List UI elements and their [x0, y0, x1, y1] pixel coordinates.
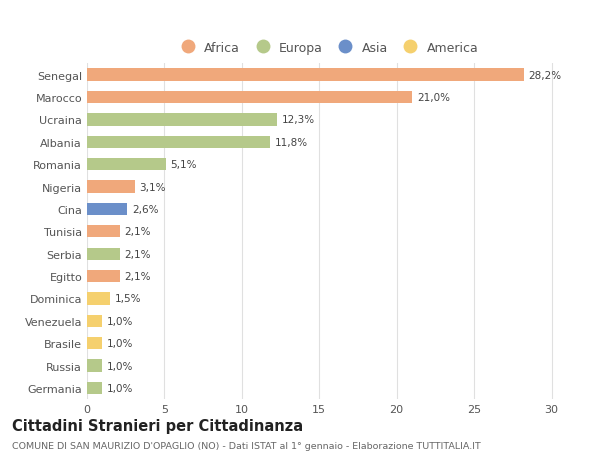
Text: COMUNE DI SAN MAURIZIO D'OPAGLIO (NO) - Dati ISTAT al 1° gennaio - Elaborazione : COMUNE DI SAN MAURIZIO D'OPAGLIO (NO) - …: [12, 441, 481, 450]
Bar: [87, 293, 110, 305]
Text: 11,8%: 11,8%: [274, 137, 307, 147]
Bar: [87, 159, 166, 171]
Bar: [87, 114, 277, 126]
Text: 2,1%: 2,1%: [124, 271, 151, 281]
Text: 12,3%: 12,3%: [282, 115, 315, 125]
Bar: [87, 337, 103, 350]
Text: 1,0%: 1,0%: [107, 361, 134, 371]
Text: 1,5%: 1,5%: [115, 294, 142, 304]
Bar: [87, 360, 103, 372]
Text: 1,0%: 1,0%: [107, 338, 134, 348]
Bar: [87, 382, 103, 394]
Bar: [87, 226, 119, 238]
Legend: Africa, Europa, Asia, America: Africa, Europa, Asia, America: [176, 42, 478, 55]
Text: 2,6%: 2,6%: [132, 204, 158, 214]
Bar: [87, 92, 412, 104]
Text: 21,0%: 21,0%: [417, 93, 450, 103]
Bar: [87, 248, 119, 260]
Bar: [87, 69, 524, 82]
Text: Cittadini Stranieri per Cittadinanza: Cittadini Stranieri per Cittadinanza: [12, 418, 303, 433]
Bar: [87, 203, 127, 216]
Bar: [87, 270, 119, 283]
Text: 1,0%: 1,0%: [107, 316, 134, 326]
Text: 28,2%: 28,2%: [528, 70, 562, 80]
Text: 2,1%: 2,1%: [124, 227, 151, 237]
Text: 3,1%: 3,1%: [140, 182, 166, 192]
Bar: [87, 136, 270, 149]
Text: 2,1%: 2,1%: [124, 249, 151, 259]
Text: 5,1%: 5,1%: [170, 160, 197, 170]
Bar: [87, 181, 135, 193]
Bar: [87, 315, 103, 327]
Text: 1,0%: 1,0%: [107, 383, 134, 393]
